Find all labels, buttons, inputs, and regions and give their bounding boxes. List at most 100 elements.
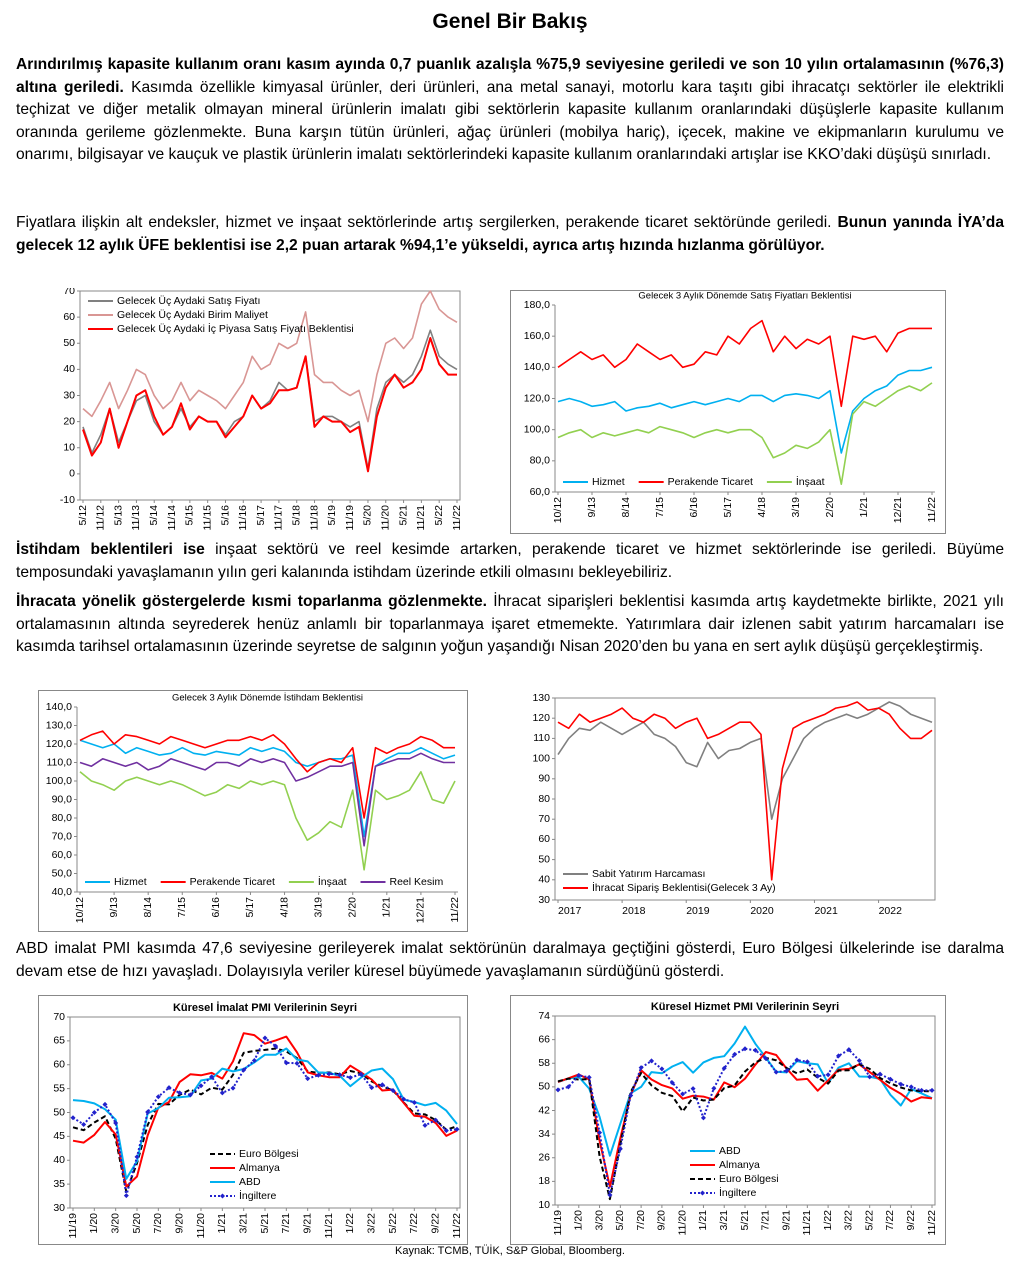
x-tick-label: 9/20 bbox=[173, 1213, 185, 1234]
y-tick-label: 110,0 bbox=[47, 756, 73, 768]
point-marker bbox=[326, 1071, 332, 1077]
y-tick-label: 160,0 bbox=[524, 330, 550, 342]
text-segment: İhracat siparişleri beklentisi kasımda a… bbox=[16, 593, 1004, 655]
chart-title: Gelecek 3 Aylık Dönemde Satış Fiyatları … bbox=[638, 291, 851, 302]
point-marker bbox=[294, 1060, 300, 1066]
point-marker bbox=[443, 1128, 449, 1134]
point-marker bbox=[166, 1085, 172, 1091]
series-line bbox=[557, 1025, 933, 1157]
paragraph: Arındırılmış kapasite kullanım oranı kas… bbox=[16, 54, 1004, 167]
point-marker bbox=[628, 1092, 634, 1098]
point-marker bbox=[711, 1085, 717, 1091]
point-marker bbox=[877, 1071, 883, 1077]
x-tick-label: 5/14 bbox=[148, 505, 160, 526]
point-marker bbox=[784, 1068, 790, 1074]
series-line bbox=[557, 701, 933, 820]
y-tick-label: 140,0 bbox=[524, 361, 550, 373]
y-tick-label: 60,0 bbox=[52, 849, 73, 861]
point-marker bbox=[273, 1043, 279, 1049]
x-tick-label: 7/20 bbox=[635, 1210, 647, 1231]
x-tick-label: 2022 bbox=[879, 905, 903, 917]
legend-label: Almanya bbox=[719, 1159, 760, 1171]
point-marker bbox=[145, 1109, 151, 1115]
point-marker bbox=[91, 1110, 97, 1115]
x-tick-label: 11/20 bbox=[380, 505, 392, 531]
x-tick-label: 5/13 bbox=[112, 505, 124, 526]
legend-label: İnşaat bbox=[796, 475, 825, 488]
chart: Küresel Hizmet PMI Verilerinin Seyri 10 18… bbox=[510, 995, 946, 1245]
chart-title: Gelecek 3 Aylık Dönemde İstihdam Beklent… bbox=[172, 693, 363, 704]
x-tick-label: 5/20 bbox=[362, 505, 374, 526]
point-marker bbox=[659, 1066, 665, 1072]
point-marker bbox=[81, 1121, 87, 1127]
point-marker bbox=[887, 1076, 893, 1082]
y-tick-label: 35 bbox=[53, 1178, 65, 1190]
series-line bbox=[557, 382, 933, 485]
point-marker bbox=[867, 1074, 873, 1080]
series-line bbox=[79, 739, 456, 838]
x-tick-label: 11/21 bbox=[801, 1210, 813, 1236]
series-line bbox=[557, 701, 933, 881]
y-tick-label: 100,0 bbox=[46, 775, 72, 787]
point-marker bbox=[690, 1086, 696, 1092]
point-marker bbox=[773, 1069, 779, 1075]
point-marker bbox=[617, 1146, 623, 1152]
x-tick-label: 11/19 bbox=[552, 1210, 564, 1236]
point-marker bbox=[187, 1092, 193, 1098]
x-tick-label: 11/13 bbox=[130, 505, 142, 531]
y-tick-label: 90,0 bbox=[52, 793, 73, 805]
point-marker bbox=[315, 1072, 321, 1078]
x-tick-label: 1/20 bbox=[88, 1213, 100, 1234]
x-tick-label: 7/21 bbox=[760, 1210, 772, 1231]
point-marker bbox=[433, 1117, 439, 1123]
series-line bbox=[557, 319, 932, 408]
x-tick-label: 11/20 bbox=[195, 1213, 207, 1239]
x-tick-label: 10/12 bbox=[74, 897, 86, 923]
point-marker bbox=[669, 1080, 675, 1086]
point-marker bbox=[422, 1122, 428, 1128]
x-tick-label: 9/22 bbox=[429, 1213, 441, 1234]
x-tick-label: 3/22 bbox=[843, 1210, 855, 1231]
y-tick-label: 26 bbox=[538, 1152, 550, 1164]
point-marker bbox=[177, 1090, 183, 1096]
y-tick-label: 50 bbox=[53, 1106, 65, 1118]
text-segment: İstihdam beklentileri ise bbox=[16, 541, 205, 558]
text-segment: Fiyatlara ilişkin alt endeksler, hizmet … bbox=[16, 214, 838, 231]
x-tick-label: 5/12 bbox=[77, 505, 89, 526]
y-tick-label: 180,0 bbox=[524, 299, 550, 311]
chart-frame bbox=[510, 290, 946, 534]
x-tick-label: 11/19 bbox=[344, 505, 356, 531]
point-marker bbox=[70, 1115, 76, 1121]
chart: -10 0 10 20 30 40 50 60 70 5/12 11/12 5/13 11/13 5/14… bbox=[60, 288, 463, 531]
series-line bbox=[72, 1047, 458, 1180]
y-tick-label: 90 bbox=[538, 773, 550, 785]
series-line bbox=[82, 337, 457, 473]
point-marker bbox=[742, 1046, 748, 1052]
chart: 30 40 50 60 70 80 90 100 110 120 130 2017 2018 2019 20… bbox=[532, 692, 936, 917]
x-tick-label: 2018 bbox=[622, 905, 646, 917]
y-tick-label: 120 bbox=[532, 712, 550, 724]
x-tick-label: 5/17 bbox=[722, 497, 734, 518]
x-tick-label: 6/16 bbox=[210, 897, 222, 918]
legend-label: İhracat Sipariş Beklentisi(Gelecek 3 Ay) bbox=[592, 881, 776, 894]
y-tick-label: 50 bbox=[538, 1081, 550, 1093]
point-marker bbox=[241, 1067, 247, 1073]
x-tick-label: 7/21 bbox=[280, 1213, 292, 1234]
point-marker bbox=[825, 1072, 831, 1078]
x-tick-label: 5/20 bbox=[131, 1213, 143, 1234]
y-tick-label: 140,0 bbox=[46, 701, 72, 713]
point-marker bbox=[576, 1072, 582, 1078]
y-tick-label: 40 bbox=[538, 874, 550, 886]
text-segment: Arındırılmış kapasite kullanım oranı kas… bbox=[16, 56, 1004, 96]
series-line bbox=[79, 752, 455, 847]
y-tick-label: 55 bbox=[53, 1082, 65, 1094]
y-tick-label: 120,0 bbox=[46, 738, 72, 750]
y-tick-label: 130 bbox=[532, 692, 550, 704]
y-tick-label: 42 bbox=[538, 1104, 550, 1116]
y-tick-label: -10 bbox=[60, 494, 75, 506]
legend-label: Gelecek Üç Aydaki Satış Fiyatı bbox=[117, 295, 260, 307]
point-marker bbox=[209, 1074, 215, 1080]
point-marker bbox=[565, 1084, 571, 1090]
point-marker bbox=[113, 1120, 119, 1126]
y-tick-label: 60,0 bbox=[530, 486, 551, 498]
